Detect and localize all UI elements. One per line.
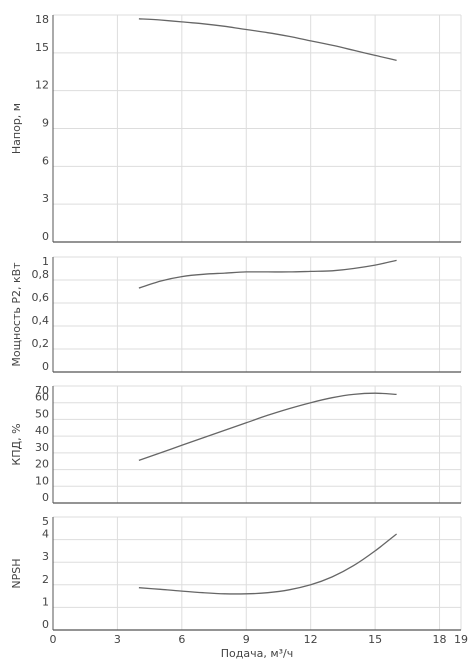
y-tick-label: 0,6 [32, 291, 50, 304]
y-tick-label: 15 [35, 41, 49, 54]
x-tick-label: 3 [114, 633, 121, 646]
x-tick-label: 6 [178, 633, 185, 646]
y-tick-label: 1 [42, 255, 49, 268]
y-axis-label: NPSH [10, 558, 23, 588]
y-tick-label: 4 [42, 528, 49, 541]
y-tick-label: 40 [35, 424, 49, 437]
series-line [138, 392, 397, 462]
y-tick-label: 1 [42, 595, 49, 608]
y-tick-label: 3 [42, 550, 49, 563]
y-tick-label: 0 [42, 360, 49, 373]
y-tick-label: 0,2 [32, 337, 50, 350]
series-line [138, 18, 397, 62]
y-tick-label: 9 [42, 117, 49, 130]
y-tick-label: 10 [35, 474, 49, 487]
y-tick-label: 0,4 [32, 314, 50, 327]
y-tick-label: 60 [35, 391, 49, 404]
y-tick-label: 70 [35, 384, 49, 397]
x-tick-label: 19 [454, 633, 468, 646]
y-tick-label: 0 [42, 230, 49, 243]
y-tick-label: 20 [35, 458, 49, 471]
y-tick-label: 2 [42, 573, 49, 586]
x-tick-label: 0 [50, 633, 57, 646]
x-tick-label: 18 [433, 633, 447, 646]
y-tick-label: 12 [35, 79, 49, 92]
y-tick-label: 0 [42, 491, 49, 504]
y-tick-label: 18 [35, 13, 49, 26]
y-tick-label: 0,8 [32, 268, 50, 281]
y-axis-label: КПД, % [10, 423, 23, 465]
x-tick-label: 12 [304, 633, 318, 646]
series-line [138, 533, 397, 595]
x-tick-label: 9 [243, 633, 250, 646]
x-tick-label: 15 [368, 633, 382, 646]
y-tick-label: 3 [42, 192, 49, 205]
y-tick-label: 30 [35, 441, 49, 454]
y-axis-label: Мощность P2, кВт [10, 262, 23, 367]
y-tick-label: 0 [42, 618, 49, 631]
y-tick-label: 6 [42, 154, 49, 167]
y-axis-label: Напор, м [10, 103, 23, 154]
y-tick-label: 5 [42, 515, 49, 528]
x-axis-label: Подача, м³/ч [221, 647, 294, 660]
y-tick-label: 50 [35, 407, 49, 420]
series-line [138, 259, 397, 289]
